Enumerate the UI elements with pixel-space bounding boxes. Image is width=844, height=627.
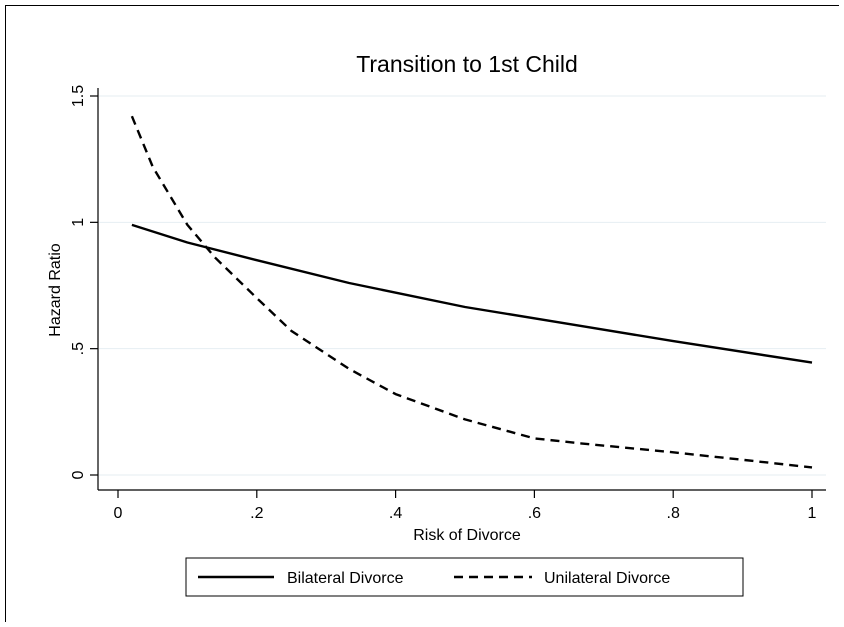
series-lines <box>130 115 813 469</box>
line-chart: 0 .5 1 1.5 0 .2 .4 .6 .8 1 Transition to 1st Chil… <box>6 6 840 623</box>
series-line-unilateral <box>130 115 813 469</box>
legend: Bilateral Divorce Unilateral Divorce <box>185 557 744 597</box>
chart-frame: 0 .5 1 1.5 0 .2 .4 .6 .8 1 Transition to 1st Chil… <box>5 5 840 623</box>
x-tick-label: .8 <box>667 505 680 522</box>
x-tick-label: 0 <box>114 505 123 522</box>
x-axis-label: Risk of Divorce <box>413 527 521 544</box>
y-tick-label: 0 <box>70 470 87 479</box>
legend-label-unilateral: Unilateral Divorce <box>544 570 670 587</box>
y-tick-label: 1.5 <box>70 85 87 107</box>
plot-background <box>6 6 840 623</box>
y-tick-label: 1 <box>70 218 87 227</box>
y-axis-label: Hazard Ratio <box>47 243 64 336</box>
x-tick-label: .4 <box>389 505 402 522</box>
gridlines <box>99 95 826 476</box>
legend-box <box>185 557 744 597</box>
legend-label-bilateral: Bilateral Divorce <box>287 570 404 587</box>
x-tick-label: .2 <box>250 505 263 522</box>
x-tick-label: 1 <box>808 505 817 522</box>
series-line-bilateral <box>131 223 813 364</box>
y-tick-label: .5 <box>70 342 87 355</box>
axis-ticks: 0 .5 1 1.5 0 .2 .4 .6 .8 1 <box>70 85 817 522</box>
chart-title: Transition to 1st Child <box>356 51 578 77</box>
x-tick-label: .6 <box>528 505 541 522</box>
